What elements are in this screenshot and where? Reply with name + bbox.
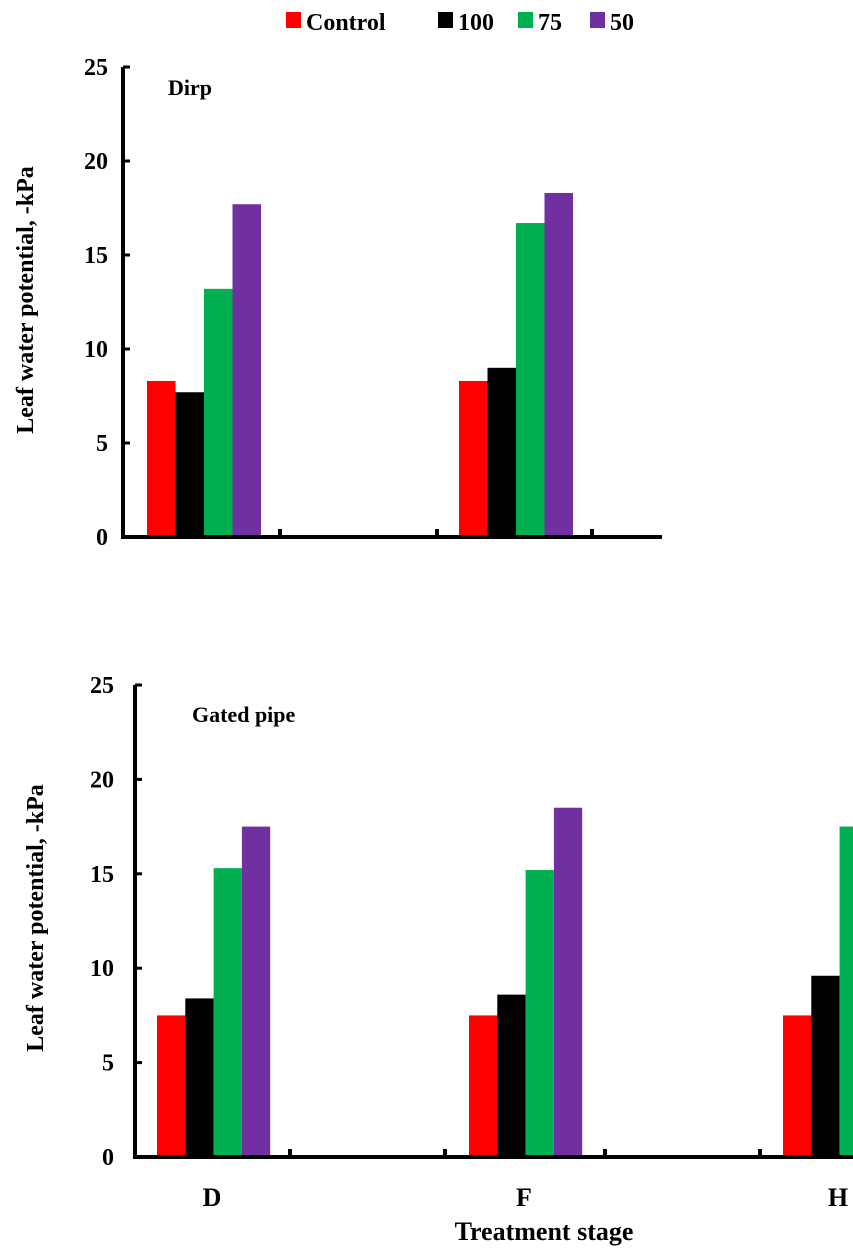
y-axis-label: Leaf water potential, -kPa: [13, 166, 39, 434]
legend-item: 75: [518, 10, 562, 36]
bar-100-d: [185, 998, 214, 1157]
bar-control-f: [469, 1015, 498, 1157]
y-tick-label: 25: [90, 673, 114, 699]
y-axis-label: Leaf water potential, -kPa: [23, 784, 49, 1052]
legend: Control 100 75 50: [286, 10, 634, 36]
y-tick-label: 15: [90, 862, 114, 888]
legend-item: Control: [286, 10, 386, 36]
bar-control-group-2: [459, 380, 488, 537]
legend-item: 50: [590, 10, 634, 36]
bar-75-group-1: [204, 288, 233, 537]
legend-label: 100: [458, 10, 494, 36]
bar-control-h: [783, 1015, 812, 1157]
y-tick-label: 5: [96, 431, 108, 457]
legend-swatch: [518, 12, 533, 28]
y-tick-label: 20: [90, 767, 114, 793]
x-tick-label: F: [516, 1183, 532, 1212]
chart-panel-gated-pipe: Gated pipe Leaf water potential, -kPa 0 5…: [23, 673, 853, 1246]
x-tick-label: H: [828, 1183, 848, 1212]
legend-label: 75: [538, 10, 562, 36]
bar-75-f: [525, 870, 554, 1157]
y-tick-label: 15: [84, 243, 108, 269]
x-tick-label: D: [203, 1183, 222, 1212]
bar-50-group-1: [232, 204, 261, 538]
y-tick-label: 0: [102, 1145, 114, 1171]
panel-title: Gated pipe: [192, 702, 296, 727]
axes: 0 5 10 15 20 25: [84, 55, 662, 551]
x-axis-label: Treatment stage: [455, 1217, 634, 1246]
bar-50-f: [553, 807, 583, 1157]
bar-50-d: [241, 826, 271, 1157]
y-tick-label: 20: [84, 149, 108, 175]
y-tick-label: 10: [84, 337, 108, 363]
bar-100-group-2: [487, 367, 516, 537]
bar-100-group-1: [175, 392, 204, 537]
bar-75-h: [839, 826, 853, 1157]
legend-swatch: [438, 12, 453, 28]
y-tick-label: 5: [102, 1051, 114, 1077]
legend-swatch: [286, 12, 301, 28]
bar-control-d: [157, 1015, 186, 1157]
bar-75-d: [213, 868, 242, 1157]
legend-swatch: [590, 12, 605, 28]
y-tick-label: 10: [90, 956, 114, 982]
bar-75-group-2: [516, 223, 545, 538]
y-tick-label: 25: [84, 55, 108, 81]
axes: 0 5 10 15 20 25 D F H: [90, 673, 853, 1212]
chart-panel-dirp: Dirp Leaf water potential, -kPa 0 5 10 15 20…: [13, 55, 662, 551]
legend-label: Control: [306, 10, 386, 36]
bar-100-f: [497, 994, 526, 1157]
bars: [157, 807, 853, 1157]
bars: [147, 192, 573, 538]
legend-item: 100: [438, 10, 494, 36]
legend-label: 50: [610, 10, 634, 36]
bar-control-group-1: [147, 380, 176, 537]
bar-100-h: [811, 975, 840, 1157]
bar-50-group-2: [544, 192, 573, 537]
panel-title: Dirp: [168, 75, 212, 100]
y-tick-label: 0: [96, 525, 108, 551]
